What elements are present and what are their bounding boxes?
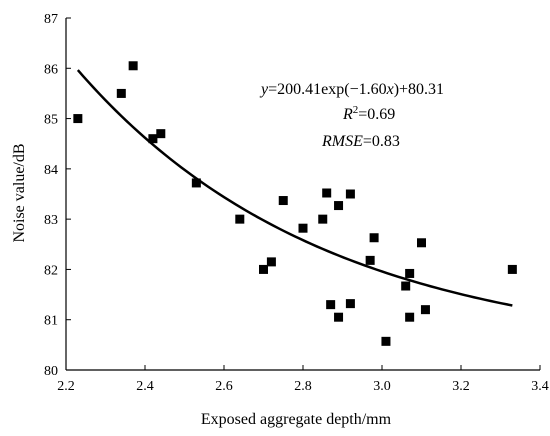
x-tick-label: 2.2 — [57, 379, 75, 394]
data-point — [116, 88, 126, 98]
data-points — [73, 61, 517, 346]
rmse-label: RMSE — [321, 133, 363, 150]
x-tick-label: 3.4 — [531, 379, 549, 394]
data-point — [334, 201, 344, 211]
data-point — [345, 299, 355, 309]
equation-part2: )+80.31 — [394, 81, 444, 98]
y-tick-label: 84 — [44, 163, 58, 178]
rmse-value: =0.83 — [363, 133, 400, 150]
y-axis-title: Noise value/dB — [11, 143, 28, 242]
fit-curve — [76, 69, 513, 307]
x-ticks: 2.2 2.4 2.6 2.8 3.0 3.2 3.4 — [57, 365, 549, 394]
y-tick-label: 86 — [44, 62, 58, 77]
data-point — [278, 196, 288, 206]
data-point — [326, 300, 336, 310]
data-point — [401, 281, 411, 291]
data-point — [381, 336, 391, 346]
data-point — [405, 268, 415, 278]
y-tick-label: 85 — [44, 113, 58, 128]
y-tick-label: 82 — [44, 263, 58, 278]
data-point — [73, 114, 83, 124]
equation-y-var: y — [259, 81, 269, 98]
data-point — [405, 312, 415, 322]
data-point — [420, 305, 430, 315]
x-tick-label: 3.0 — [373, 379, 391, 394]
equation-annotation: y=200.41exp(−1.60x)+80.31 — [259, 81, 444, 98]
data-point — [266, 257, 276, 267]
data-point — [235, 214, 245, 224]
data-point — [259, 264, 268, 274]
data-point — [156, 129, 166, 139]
data-point — [369, 233, 379, 243]
x-tick-label: 2.8 — [294, 379, 312, 394]
data-point — [298, 223, 308, 233]
x-tick-label: 2.6 — [215, 379, 233, 394]
r2-exponent: 2 — [353, 104, 359, 116]
data-point — [334, 312, 344, 322]
data-point — [191, 178, 201, 188]
y-tick-label: 81 — [44, 314, 58, 329]
data-point — [148, 134, 158, 144]
r2-value: =0.69 — [358, 106, 395, 123]
data-point — [318, 214, 328, 224]
x-tick-label: 3.2 — [452, 379, 470, 394]
equation-x-var: x — [386, 81, 394, 98]
x-tick-label: 2.4 — [136, 379, 154, 394]
data-point — [365, 255, 375, 265]
data-point — [507, 264, 517, 274]
equation-part1: =200.41exp(−1.60 — [268, 81, 386, 98]
r2-annotation: R2=0.69 — [342, 104, 395, 123]
r2-symbol: R — [342, 106, 353, 123]
data-point — [345, 189, 355, 199]
data-point — [417, 238, 426, 248]
data-point — [128, 61, 138, 71]
rmse-annotation: RMSE=0.83 — [321, 133, 400, 150]
axes — [65, 18, 540, 371]
data-point — [322, 188, 332, 198]
y-tick-label: 80 — [44, 364, 58, 379]
y-ticks: 80 81 82 83 84 85 86 87 — [44, 12, 71, 379]
y-tick-label: 83 — [44, 213, 58, 228]
x-axis-title: Exposed aggregate depth/mm — [201, 411, 392, 428]
y-tick-label: 87 — [44, 12, 58, 27]
